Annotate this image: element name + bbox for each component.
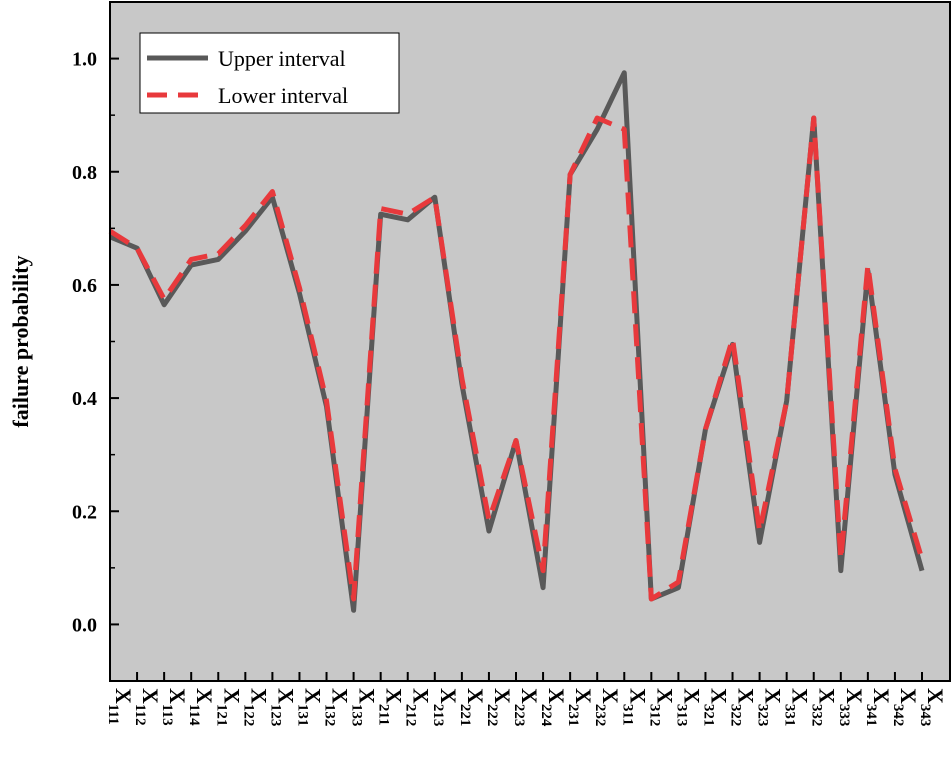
y-tick-label: 0.0 bbox=[72, 614, 97, 636]
x-tick-label: X342 bbox=[890, 688, 921, 726]
x-tick-label: X312 bbox=[646, 688, 677, 726]
y-axis-title: failure probability bbox=[8, 255, 33, 427]
y-tick-label: 0.8 bbox=[72, 162, 97, 184]
y-tick-label: 0.4 bbox=[72, 388, 97, 410]
x-axis: X111X112X113X114X121X122X123X131X132X133… bbox=[105, 672, 948, 727]
legend-label-lower: Lower interval bbox=[218, 83, 348, 108]
x-tick-label: X121 bbox=[213, 688, 244, 726]
legend-box bbox=[139, 32, 400, 114]
x-tick-label: X311 bbox=[619, 688, 650, 726]
x-tick-label: X224 bbox=[538, 688, 569, 727]
legend: Upper interval Lower interval bbox=[139, 32, 400, 114]
y-tick-label: 0.6 bbox=[72, 275, 97, 297]
x-tick-label: X112 bbox=[132, 688, 163, 726]
x-tick-label: X223 bbox=[511, 688, 542, 726]
x-tick-label: X232 bbox=[592, 688, 623, 726]
y-tick-label: 1.0 bbox=[72, 49, 97, 71]
x-tick-label: X321 bbox=[700, 688, 731, 726]
x-tick-label: X333 bbox=[836, 688, 867, 726]
x-tick-label: X213 bbox=[430, 688, 461, 726]
x-tick-label: X113 bbox=[159, 688, 190, 726]
x-tick-label: X132 bbox=[322, 688, 353, 726]
x-tick-label: X212 bbox=[403, 688, 434, 726]
x-tick-label: X332 bbox=[809, 688, 840, 726]
x-tick-label: X222 bbox=[484, 688, 515, 726]
x-tick-label: X133 bbox=[349, 688, 380, 726]
x-tick-label: X123 bbox=[267, 688, 298, 726]
x-tick-label: X211 bbox=[376, 688, 407, 726]
x-tick-label: X331 bbox=[782, 688, 813, 726]
series-lines bbox=[108, 70, 925, 613]
x-tick-label: X341 bbox=[863, 688, 894, 726]
x-tick-label: X111 bbox=[105, 688, 136, 725]
x-tick-label: X231 bbox=[565, 688, 596, 726]
y-axis: 0.0 0.2 0.4 0.6 0.8 1.0 bbox=[72, 49, 119, 636]
x-tick-label: X114 bbox=[186, 688, 217, 726]
legend-label-upper: Upper interval bbox=[218, 46, 346, 71]
plot-area bbox=[110, 2, 950, 681]
x-tick-label: X322 bbox=[728, 688, 759, 726]
x-tick-label: X323 bbox=[755, 688, 786, 726]
plot-frame bbox=[109, 1, 951, 682]
x-tick-label: X122 bbox=[240, 688, 271, 726]
x-tick-label: X131 bbox=[294, 688, 325, 726]
x-tick-label: X221 bbox=[457, 688, 488, 726]
x-tick-label: X313 bbox=[673, 688, 704, 726]
y-tick-label: 0.2 bbox=[72, 501, 97, 523]
x-tick-label: X343 bbox=[917, 688, 948, 726]
